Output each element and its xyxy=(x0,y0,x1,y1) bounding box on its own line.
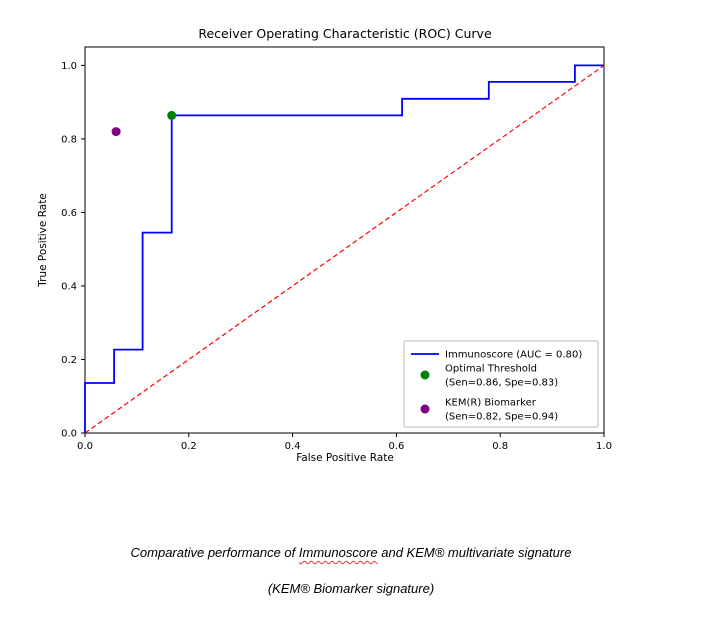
figure-caption: Comparative performance of Immunoscore a… xyxy=(0,545,702,597)
legend-dot-kem-biomarker xyxy=(420,404,430,414)
legend-label-optimal-threshold: Optimal Threshold xyxy=(445,364,537,375)
legend-dot-optimal-threshold xyxy=(420,370,430,380)
plot-area xyxy=(84,46,605,434)
x-tick-label: 0.0 xyxy=(77,441,93,452)
chart-legend: Immunoscore (AUC = 0.80) Optimal Thresho… xyxy=(403,340,599,428)
y-tick-label: 0.6 xyxy=(61,208,77,219)
roc-chart: Receiver Operating Characteristic (ROC) … xyxy=(37,26,612,464)
caption-line-2: (KEM® Biomarker signature) xyxy=(267,580,435,596)
chart-title: Receiver Operating Characteristic (ROC) … xyxy=(198,26,492,41)
x-tick-label: 0.2 xyxy=(181,441,197,452)
scatter-points xyxy=(111,110,177,137)
legend-box xyxy=(403,340,599,428)
optimal-threshold-point xyxy=(167,110,177,120)
x-tick-label: 0.6 xyxy=(388,441,404,452)
x-tick-label: 1.0 xyxy=(596,441,612,452)
caption-line-1: Comparative performance of Immunoscore a… xyxy=(0,545,702,561)
y-tick-label: 1.0 xyxy=(61,61,77,72)
y-tick-label: 0.2 xyxy=(61,355,77,366)
y-axis-label: True Positive Rate xyxy=(37,193,49,288)
misspelled-word: Immunoscore xyxy=(298,545,378,560)
kem-biomarker-point xyxy=(111,127,121,137)
x-tick-label: 0.4 xyxy=(285,441,301,452)
y-tick-label: 0.0 xyxy=(61,429,77,440)
y-tick-label: 0.4 xyxy=(61,281,77,292)
legend-label-kem-biomarker-stats: (Sen=0.82, Spe=0.94) xyxy=(445,412,558,423)
chance-diagonal-line xyxy=(84,64,605,434)
caption-text-prefix: Comparative performance of xyxy=(130,545,299,560)
y-tick-label: 0.8 xyxy=(61,134,77,145)
legend-label-immunoscore: Immunoscore (AUC = 0.80) xyxy=(445,350,582,361)
legend-label-optimal-threshold-stats: (Sen=0.86, Spe=0.83) xyxy=(445,378,558,389)
axis-ticks: 0.0 0.2 0.4 0.6 0.8 1.0 0.0 0.2 0.4 0.6 0.8 1.0 xyxy=(61,61,612,452)
caption-text-suffix: and KEM® multivariate signature xyxy=(377,545,572,560)
legend-label-kem-biomarker: KEM(R) Biomarker xyxy=(445,398,537,409)
x-axis-label: False Positive Rate xyxy=(296,452,394,464)
x-tick-label: 0.8 xyxy=(492,441,508,452)
